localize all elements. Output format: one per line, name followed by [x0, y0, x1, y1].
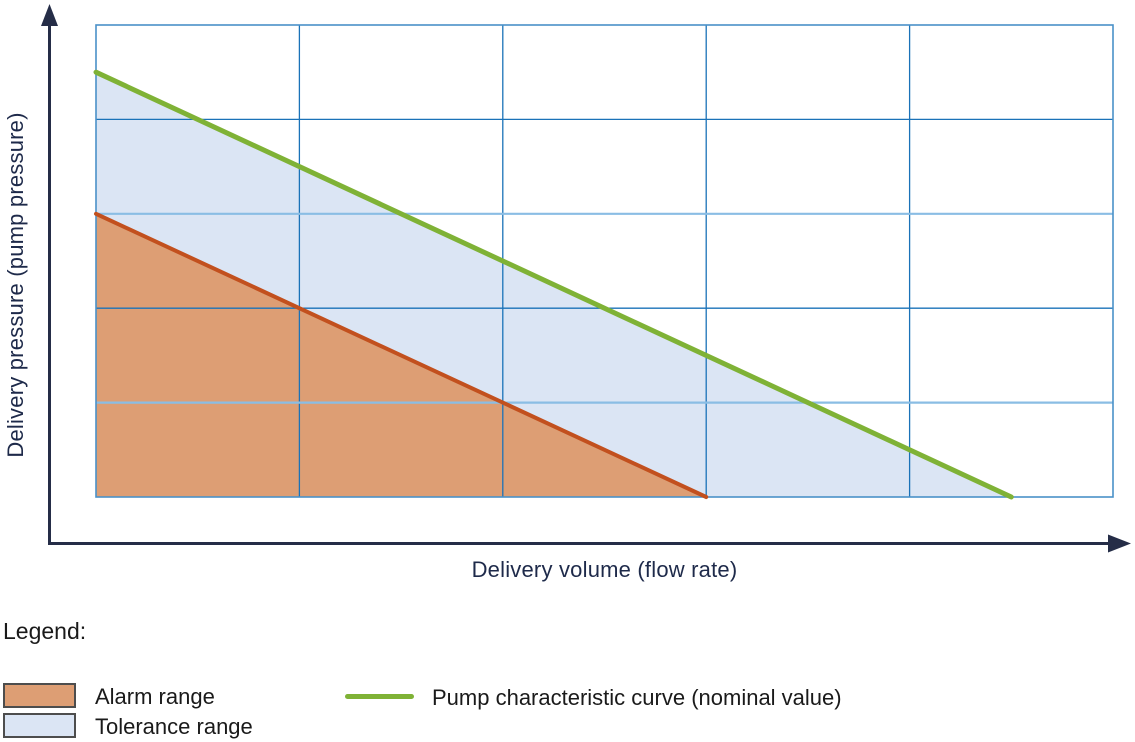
y-axis-label: Delivery pressure (pump pressure) [3, 112, 28, 458]
x-axis-arrowhead-icon [1108, 534, 1131, 553]
alarm-range-label: Alarm range [95, 684, 215, 709]
axes [41, 4, 1131, 553]
y-axis-arrowhead-icon [41, 4, 58, 26]
alarm-boundary-line [94, 211, 709, 499]
chart-canvas [41, 4, 1131, 553]
pump-characteristic-curve [93, 69, 1014, 500]
nominal-curve-line-sample [345, 694, 414, 699]
nominal-curve-label: Pump characteristic curve (nominal value… [432, 685, 842, 710]
plot-border [95, 24, 1114, 498]
chart-area: Delivery volume (flow rate) Delivery pre… [3, 4, 1131, 582]
tolerance-range-label: Tolerance range [95, 714, 253, 739]
legend: Legend: Alarm range Tolerance range Pump… [0, 610, 1135, 742]
legend-title: Legend: [3, 618, 87, 644]
x-axis-label: Delivery volume (flow rate) [471, 557, 738, 582]
tolerance-range-swatch [3, 713, 76, 738]
alarm-range-swatch [3, 683, 76, 708]
